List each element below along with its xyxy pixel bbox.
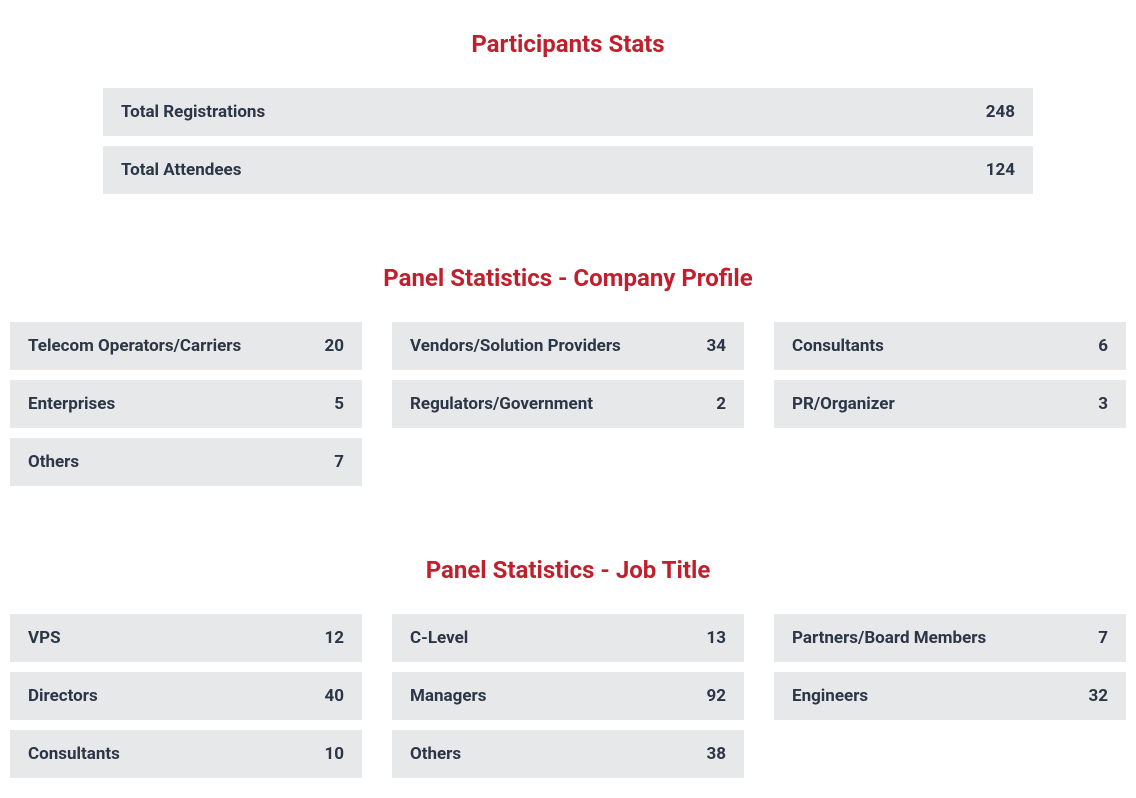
- stat-label: Consultants: [792, 336, 884, 356]
- company-profile-col-2: Vendors/Solution Providers 34 Regulators…: [392, 322, 744, 496]
- stat-value: 13: [706, 628, 726, 648]
- stat-row: Others 38: [392, 730, 744, 778]
- job-title-col-3: Partners/Board Members 7 Engineers 32: [774, 614, 1126, 788]
- job-title-col-1: VPS 12 Directors 40 Consultants 10: [10, 614, 362, 788]
- stat-label: Vendors/Solution Providers: [410, 336, 621, 356]
- job-title-col-2: C-Level 13 Managers 92 Others 38: [392, 614, 744, 788]
- stat-label: Engineers: [792, 686, 868, 706]
- stat-label: PR/Organizer: [792, 394, 895, 414]
- stat-value: 12: [324, 628, 344, 648]
- stat-value: 7: [1098, 628, 1108, 648]
- stat-row: PR/Organizer 3: [774, 380, 1126, 428]
- stat-value: 38: [706, 744, 726, 764]
- stat-value: 2: [716, 394, 726, 414]
- stat-label: Directors: [28, 686, 98, 706]
- stat-value: 124: [986, 160, 1015, 180]
- participants-stats-title: Participants Stats: [10, 30, 1126, 58]
- stat-value: 32: [1088, 686, 1108, 706]
- stat-row: Consultants 10: [10, 730, 362, 778]
- company-profile-col-3: Consultants 6 PR/Organizer 3: [774, 322, 1126, 496]
- stat-value: 34: [706, 336, 726, 356]
- stat-label: Total Registrations: [121, 102, 265, 122]
- stat-row: Vendors/Solution Providers 34: [392, 322, 744, 370]
- stat-label: Partners/Board Members: [792, 628, 986, 648]
- stat-value: 3: [1098, 394, 1108, 414]
- stat-row: Engineers 32: [774, 672, 1126, 720]
- job-title-title: Panel Statistics - Job Title: [10, 556, 1126, 584]
- stat-value: 5: [334, 394, 344, 414]
- stat-row: Regulators/Government 2: [392, 380, 744, 428]
- stat-label: Consultants: [28, 744, 120, 764]
- stat-value: 6: [1098, 336, 1108, 356]
- stat-value: 20: [324, 336, 344, 356]
- stat-value: 40: [324, 686, 344, 706]
- stat-label: Managers: [410, 686, 486, 706]
- stat-value: 7: [334, 452, 344, 472]
- stat-row: Others 7: [10, 438, 362, 486]
- stat-row: Managers 92: [392, 672, 744, 720]
- stat-row: Consultants 6: [774, 322, 1126, 370]
- stat-row: Directors 40: [10, 672, 362, 720]
- company-profile-title: Panel Statistics - Company Profile: [10, 264, 1126, 292]
- stat-row: Telecom Operators/Carriers 20: [10, 322, 362, 370]
- stat-label: Enterprises: [28, 394, 115, 414]
- stat-label: Regulators/Government: [410, 394, 593, 414]
- stat-label: C-Level: [410, 628, 468, 648]
- stat-row: VPS 12: [10, 614, 362, 662]
- stat-value: 248: [986, 102, 1015, 122]
- participants-stats-container: Total Registrations 248 Total Attendees …: [103, 88, 1033, 194]
- stat-row: C-Level 13: [392, 614, 744, 662]
- job-title-grid: VPS 12 Directors 40 Consultants 10 C-Lev…: [10, 614, 1126, 788]
- stat-row: Total Registrations 248: [103, 88, 1033, 136]
- stat-row: Enterprises 5: [10, 380, 362, 428]
- stat-label: Total Attendees: [121, 160, 241, 180]
- stat-label: Telecom Operators/Carriers: [28, 336, 241, 356]
- stat-label: Others: [410, 744, 461, 764]
- stat-label: VPS: [28, 628, 61, 648]
- stat-row: Partners/Board Members 7: [774, 614, 1126, 662]
- stat-value: 10: [324, 744, 344, 764]
- stat-value: 92: [706, 686, 726, 706]
- company-profile-grid: Telecom Operators/Carriers 20 Enterprise…: [10, 322, 1126, 496]
- stat-row: Total Attendees 124: [103, 146, 1033, 194]
- company-profile-col-1: Telecom Operators/Carriers 20 Enterprise…: [10, 322, 362, 496]
- stat-label: Others: [28, 452, 79, 472]
